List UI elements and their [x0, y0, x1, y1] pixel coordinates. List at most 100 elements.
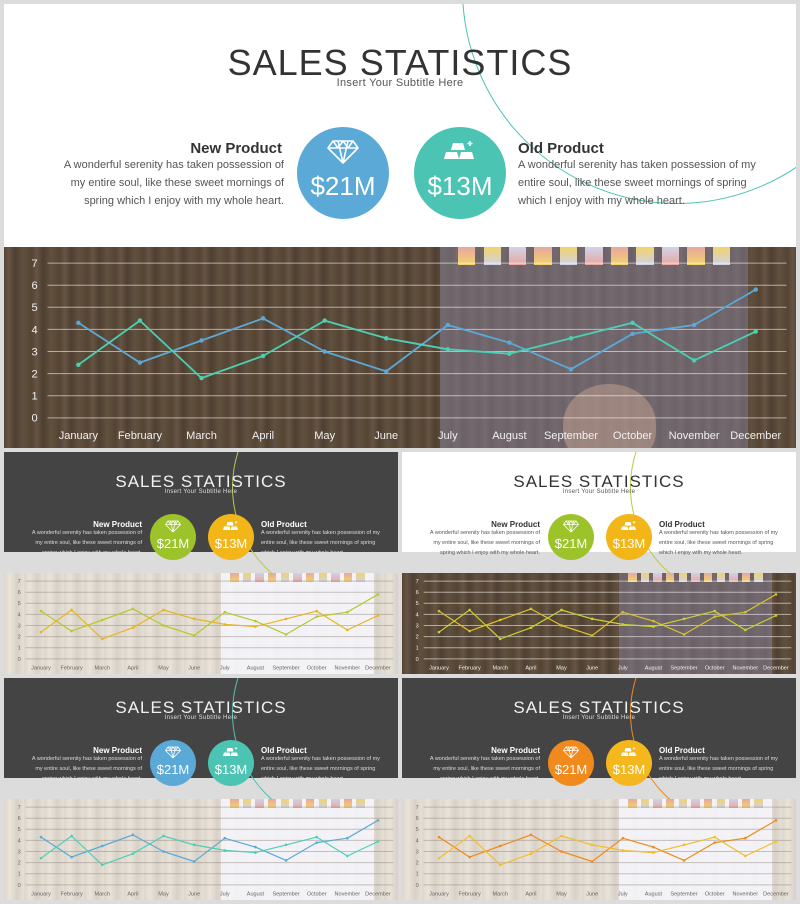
x-tick-label: September: [272, 665, 299, 671]
series-2-point: [70, 834, 73, 838]
series-2-point: [621, 849, 625, 852]
old-product-value: $13M: [612, 762, 646, 777]
y-tick-label: 1: [416, 646, 419, 652]
series-2-point: [437, 856, 441, 860]
series-2-point: [691, 358, 697, 363]
chart-area: 0 1 2 3 4 5 6 7 January February March April May June…: [4, 799, 398, 900]
series-1-point: [199, 338, 204, 343]
old-product-description: A wonderful serenity has taken possessio…: [659, 530, 778, 556]
background-bars: [229, 799, 366, 809]
series-2-point: [100, 637, 104, 641]
series-2-point: [315, 609, 318, 613]
y-tick-label: 6: [416, 816, 419, 822]
series-1-point: [621, 610, 625, 614]
y-tick-label: 1: [18, 872, 21, 878]
y-tick-label: 4: [18, 612, 21, 618]
old-product-badge: $13M: [606, 740, 652, 786]
y-tick-label: 0: [416, 657, 419, 663]
slide-thumbnail-2[interactable]: SALES STATISTICS Insert Your Subtitle He…: [402, 452, 796, 674]
x-tick-label: November: [669, 430, 720, 442]
series-1-point: [70, 855, 73, 859]
slide-thumbnail-4[interactable]: SALES STATISTICS Insert Your Subtitle He…: [402, 678, 796, 900]
tablet-background: [220, 573, 375, 674]
x-tick-label: April: [525, 891, 536, 897]
series-2-point: [199, 375, 204, 381]
y-tick-label: 3: [416, 849, 419, 855]
series-2-point: [223, 849, 227, 852]
x-tick-label: December: [365, 665, 391, 671]
x-tick-label: December: [730, 430, 781, 442]
x-tick-label: March: [95, 891, 110, 897]
slide-thumbnail-1[interactable]: SALES STATISTICS Insert Your Subtitle He…: [4, 452, 398, 674]
series-1-point: [131, 607, 135, 611]
hand-image: [563, 383, 656, 448]
series-1-point: [384, 369, 389, 374]
series-1-point: [568, 366, 574, 372]
old-product-description: A wonderful serenity has taken possessio…: [659, 756, 778, 782]
y-tick-label: 5: [31, 302, 37, 314]
series-2-point: [652, 625, 655, 628]
series-1-point: [315, 841, 318, 844]
new-product-value: $21M: [554, 536, 588, 551]
background-bars: [627, 573, 764, 583]
new-product-value: $21M: [310, 171, 376, 201]
series-1-point: [774, 593, 778, 596]
series-2-point: [744, 854, 747, 858]
y-tick-label: 5: [416, 827, 419, 833]
old-product-value: $13M: [214, 762, 248, 777]
series-2-point: [254, 625, 257, 628]
series-1-point: [560, 624, 563, 627]
slide-header: SALES STATISTICS Insert Your Subtitle He…: [402, 678, 796, 828]
x-tick-label: January: [429, 891, 449, 897]
x-tick-label: June: [188, 891, 200, 897]
chart-area: 0 1 2 3 4 5 6 7 January February March April May June…: [4, 247, 796, 448]
x-tick-label: March: [493, 665, 508, 671]
x-tick-label: April: [127, 891, 138, 897]
series-1-point: [100, 618, 104, 622]
series-1-line: [77, 288, 757, 373]
new-product-value: $21M: [156, 536, 190, 551]
series-2-point: [131, 852, 135, 856]
y-tick-label: 7: [416, 805, 419, 811]
background-bars: [458, 247, 730, 266]
series-2-point: [376, 614, 380, 617]
slide-title: SALES STATISTICS: [115, 698, 287, 717]
x-tick-label: June: [374, 430, 398, 442]
series-1-line: [438, 819, 777, 863]
series-1-point: [137, 360, 143, 365]
x-tick-label: May: [158, 665, 169, 671]
new-product-value: $21M: [156, 762, 190, 777]
series-1-point: [590, 860, 594, 863]
y-tick-label: 0: [31, 413, 37, 425]
slide-header: SALES STATISTICS Insert Your Subtitle He…: [4, 4, 796, 249]
x-tick-label: April: [252, 430, 274, 442]
y-tick-label: 3: [18, 623, 21, 629]
tablet-background: [439, 247, 749, 448]
series-2-point: [560, 608, 563, 612]
chart-area: 0 1 2 3 4 5 6 7 January February March April May June…: [4, 573, 398, 674]
new-product-label: New Product: [93, 520, 142, 529]
series-2-point: [590, 843, 594, 847]
series-1-point: [346, 836, 349, 840]
diamond-icon: [165, 746, 181, 759]
series-2-point: [590, 617, 594, 621]
gold-bars-icon: [621, 520, 637, 533]
slide-thumbnail-3[interactable]: SALES STATISTICS Insert Your Subtitle He…: [4, 678, 398, 900]
old-product-badge: $13M: [606, 514, 652, 560]
new-product-badge: $21M: [150, 514, 196, 560]
y-tick-label: 0: [18, 883, 21, 889]
x-tick-label: September: [670, 891, 697, 897]
y-tick-label: 0: [18, 657, 21, 663]
series-2-point: [621, 623, 625, 626]
series-2-point: [498, 863, 502, 867]
y-tick-label: 6: [416, 590, 419, 596]
x-tick-label: July: [220, 891, 230, 897]
series-1-point: [630, 331, 635, 337]
series-2-point: [162, 608, 165, 612]
series-1-point: [254, 619, 257, 623]
x-tick-label: June: [586, 891, 598, 897]
x-tick-label: December: [763, 891, 789, 897]
series-1-point: [713, 615, 716, 618]
diamond-icon: [327, 139, 359, 165]
series-2-point: [284, 843, 288, 847]
